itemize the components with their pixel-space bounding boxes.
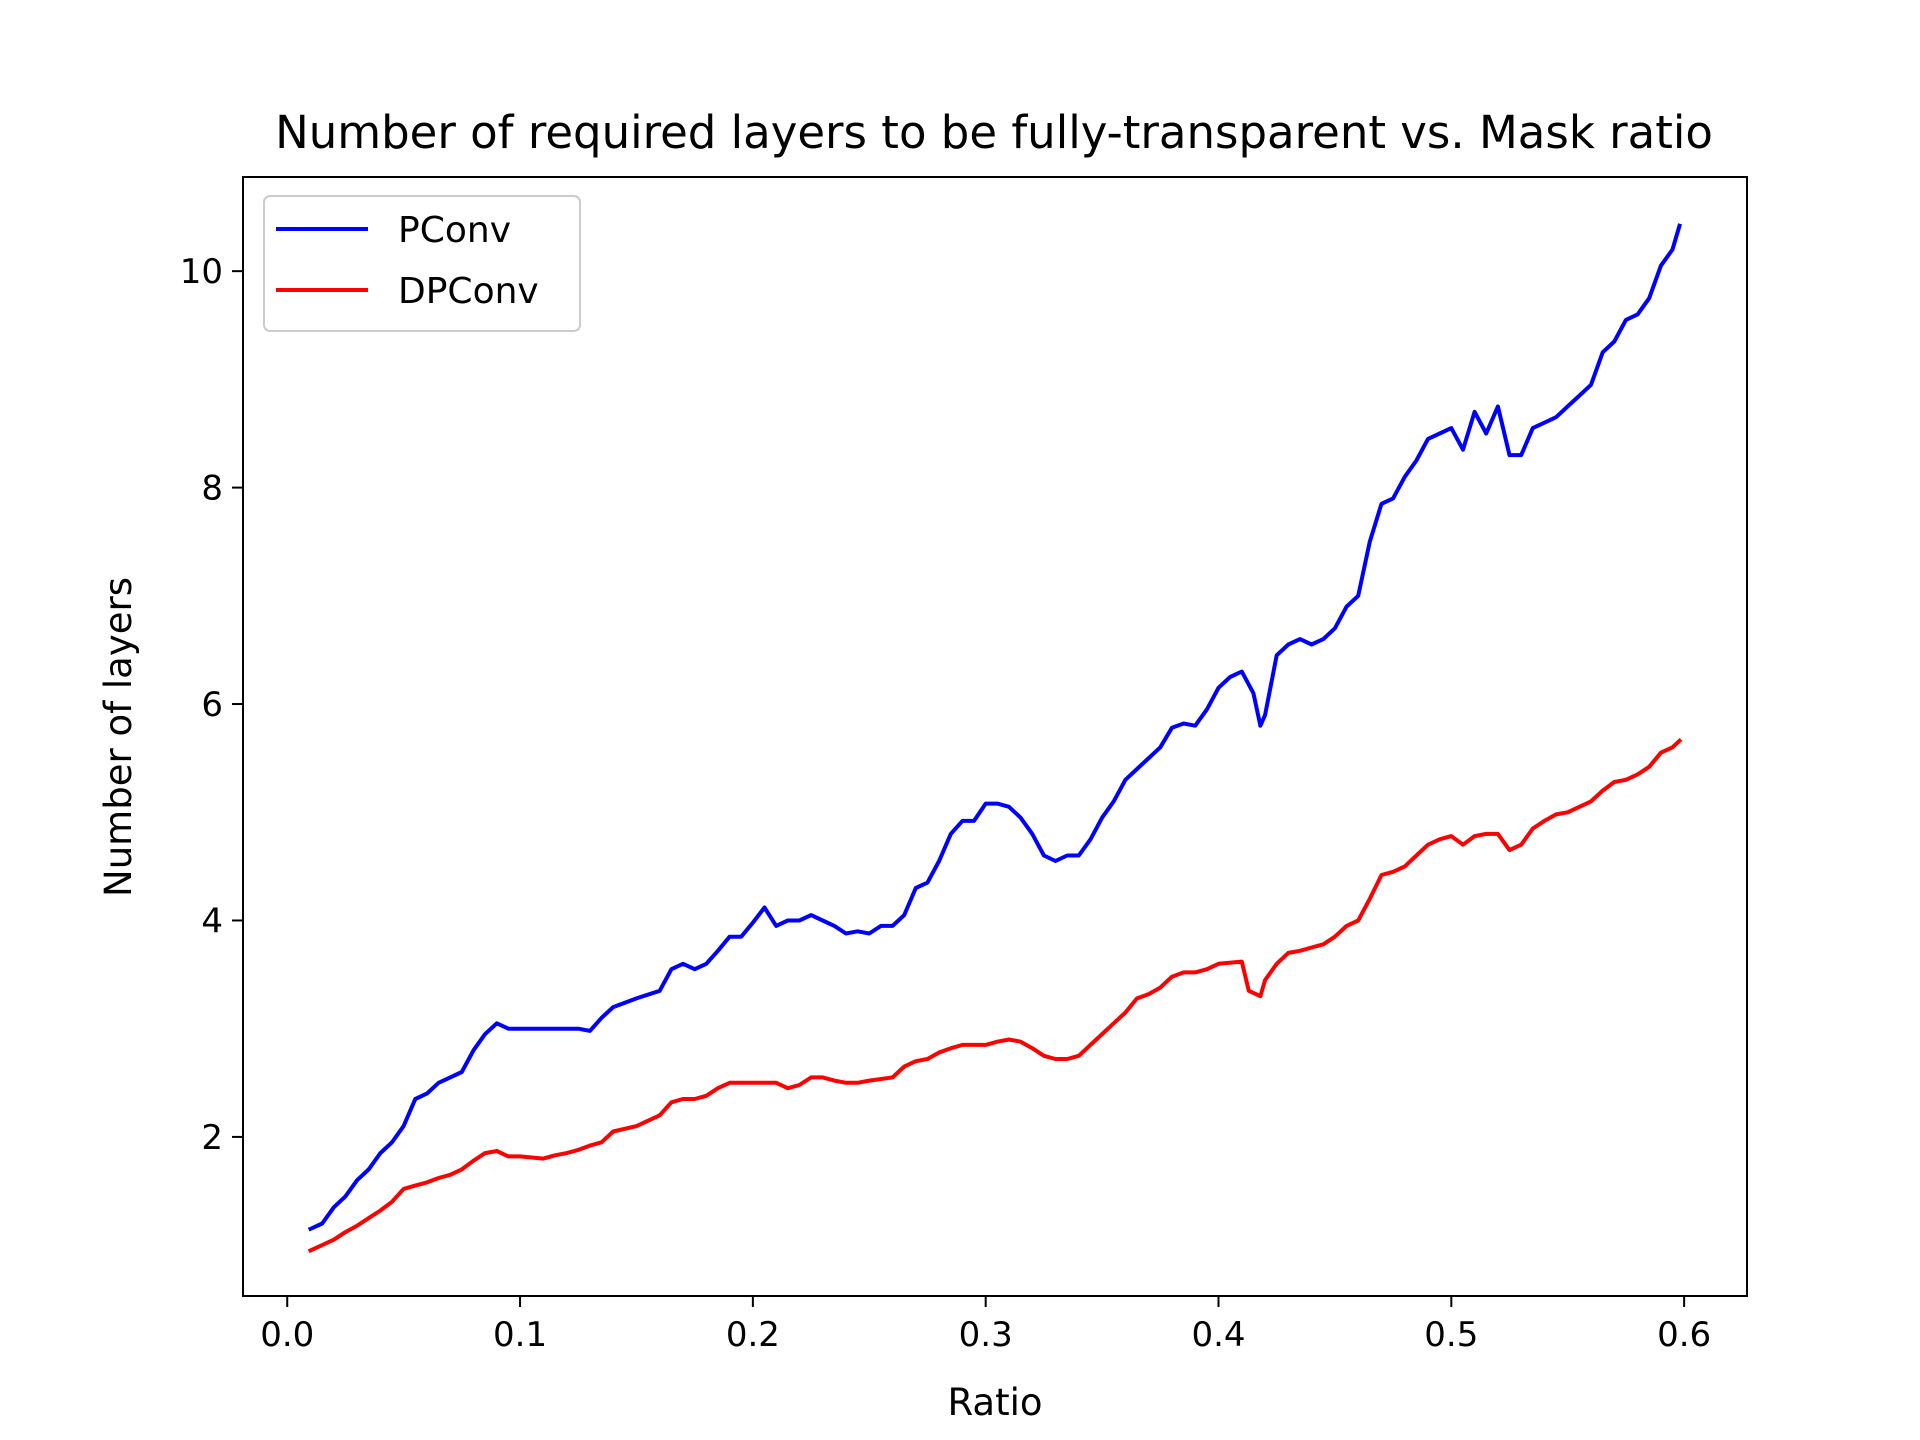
- legend: PConv DPConv: [263, 195, 581, 332]
- y-tick-label: 6: [201, 685, 223, 725]
- y-tick-label: 8: [201, 469, 223, 509]
- series-layer: [307, 223, 1683, 1254]
- plot-area: [243, 177, 1747, 1296]
- y-tick-label: 10: [180, 252, 223, 292]
- x-axis-ticks: 0.0 0.1 0.2 0.3 0.4 0.5 0.6: [260, 1296, 1711, 1355]
- chart-title: Number of required layers to be fully-tr…: [275, 106, 1713, 159]
- y-axis-title: Number of layers: [97, 577, 140, 897]
- y-axis-ticks: 2 4 6 8 10: [180, 252, 243, 1158]
- y-tick-label: 4: [201, 901, 223, 941]
- x-tick-label: 0.0: [260, 1315, 314, 1355]
- x-tick-label: 0.2: [726, 1315, 780, 1355]
- series-line-pconv: [307, 223, 1682, 1232]
- x-tick-label: 0.5: [1424, 1315, 1478, 1355]
- x-tick-label: 0.1: [493, 1315, 547, 1355]
- x-axis-title: Ratio: [948, 1381, 1043, 1424]
- x-tick-label: 0.6: [1657, 1315, 1711, 1355]
- legend-label-pconv: PConv: [398, 210, 511, 251]
- y-tick-label: 2: [201, 1118, 223, 1158]
- x-tick-label: 0.3: [959, 1315, 1013, 1355]
- plot-frame: [242, 176, 1748, 1297]
- x-tick-label: 0.4: [1191, 1315, 1245, 1355]
- legend-label-dpconv: DPConv: [398, 271, 539, 312]
- series-line-dpconv: [307, 737, 1683, 1254]
- legend-entries: PConv DPConv: [276, 210, 539, 312]
